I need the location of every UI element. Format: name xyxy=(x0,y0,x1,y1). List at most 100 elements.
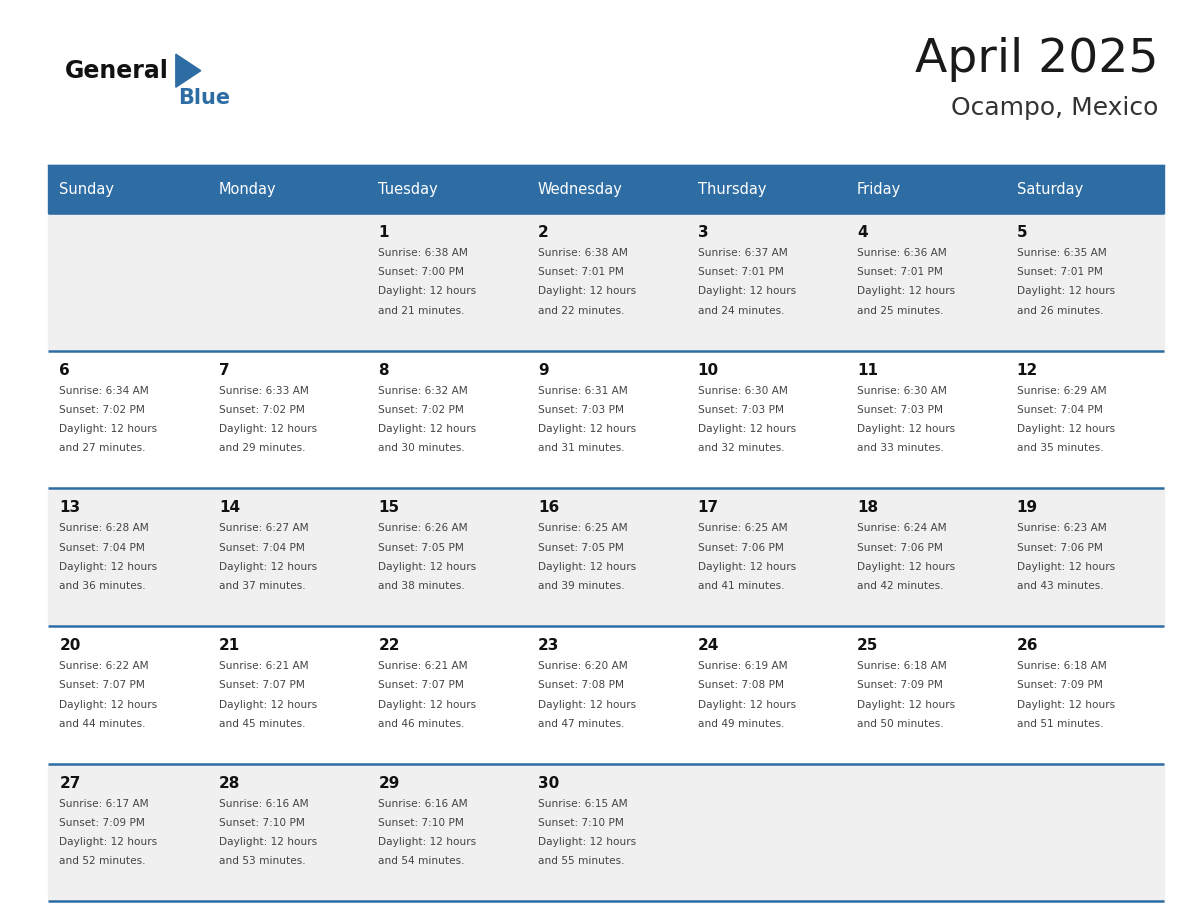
Text: and 31 minutes.: and 31 minutes. xyxy=(538,443,625,453)
Text: Sunset: 7:02 PM: Sunset: 7:02 PM xyxy=(219,405,305,415)
Text: 3: 3 xyxy=(697,225,708,240)
Text: Sunrise: 6:35 AM: Sunrise: 6:35 AM xyxy=(1017,248,1106,258)
Text: and 53 minutes.: and 53 minutes. xyxy=(219,856,305,867)
Text: and 43 minutes.: and 43 minutes. xyxy=(1017,581,1104,591)
Text: Sunset: 7:10 PM: Sunset: 7:10 PM xyxy=(538,818,624,828)
Text: Sunset: 7:08 PM: Sunset: 7:08 PM xyxy=(697,680,784,690)
Text: Sunset: 7:01 PM: Sunset: 7:01 PM xyxy=(1017,267,1102,277)
Text: 27: 27 xyxy=(59,776,81,790)
Text: Daylight: 12 hours: Daylight: 12 hours xyxy=(59,837,158,847)
Text: Sunset: 7:04 PM: Sunset: 7:04 PM xyxy=(1017,405,1102,415)
Text: and 54 minutes.: and 54 minutes. xyxy=(379,856,465,867)
Text: Sunrise: 6:36 AM: Sunrise: 6:36 AM xyxy=(857,248,947,258)
Text: Sunrise: 6:32 AM: Sunrise: 6:32 AM xyxy=(379,386,468,396)
Text: Sunrise: 6:21 AM: Sunrise: 6:21 AM xyxy=(379,661,468,671)
Text: Sunrise: 6:18 AM: Sunrise: 6:18 AM xyxy=(1017,661,1106,671)
Text: Daylight: 12 hours: Daylight: 12 hours xyxy=(857,700,955,710)
Text: Daylight: 12 hours: Daylight: 12 hours xyxy=(219,562,317,572)
Text: April 2025: April 2025 xyxy=(915,37,1158,82)
Text: Daylight: 12 hours: Daylight: 12 hours xyxy=(538,424,636,434)
Text: and 45 minutes.: and 45 minutes. xyxy=(219,719,305,729)
Text: Tuesday: Tuesday xyxy=(379,182,438,196)
Text: Sunset: 7:07 PM: Sunset: 7:07 PM xyxy=(379,680,465,690)
Text: 11: 11 xyxy=(857,363,878,377)
Text: and 50 minutes.: and 50 minutes. xyxy=(857,719,943,729)
Text: Saturday: Saturday xyxy=(1017,182,1082,196)
Text: 22: 22 xyxy=(379,638,400,653)
Polygon shape xyxy=(176,54,201,87)
Text: Daylight: 12 hours: Daylight: 12 hours xyxy=(538,562,636,572)
Text: 16: 16 xyxy=(538,500,560,515)
Text: Sunrise: 6:38 AM: Sunrise: 6:38 AM xyxy=(538,248,628,258)
Text: Daylight: 12 hours: Daylight: 12 hours xyxy=(1017,562,1114,572)
Text: 28: 28 xyxy=(219,776,240,790)
Text: Sunset: 7:09 PM: Sunset: 7:09 PM xyxy=(857,680,943,690)
Text: Daylight: 12 hours: Daylight: 12 hours xyxy=(1017,286,1114,297)
Text: and 25 minutes.: and 25 minutes. xyxy=(857,306,943,316)
Text: Sunrise: 6:25 AM: Sunrise: 6:25 AM xyxy=(697,523,788,533)
Text: Friday: Friday xyxy=(857,182,902,196)
Text: and 49 minutes.: and 49 minutes. xyxy=(697,719,784,729)
Text: Sunrise: 6:15 AM: Sunrise: 6:15 AM xyxy=(538,799,627,809)
Text: Sunrise: 6:23 AM: Sunrise: 6:23 AM xyxy=(1017,523,1106,533)
Text: Daylight: 12 hours: Daylight: 12 hours xyxy=(379,424,476,434)
Text: Monday: Monday xyxy=(219,182,277,196)
Text: Sunset: 7:06 PM: Sunset: 7:06 PM xyxy=(857,543,943,553)
Text: and 39 minutes.: and 39 minutes. xyxy=(538,581,625,591)
Text: Sunset: 7:01 PM: Sunset: 7:01 PM xyxy=(697,267,783,277)
Text: 2: 2 xyxy=(538,225,549,240)
Text: and 24 minutes.: and 24 minutes. xyxy=(697,306,784,316)
Text: Daylight: 12 hours: Daylight: 12 hours xyxy=(857,562,955,572)
Text: 14: 14 xyxy=(219,500,240,515)
Text: Daylight: 12 hours: Daylight: 12 hours xyxy=(379,562,476,572)
Text: Sunrise: 6:20 AM: Sunrise: 6:20 AM xyxy=(538,661,627,671)
Text: Sunrise: 6:38 AM: Sunrise: 6:38 AM xyxy=(379,248,468,258)
Text: and 44 minutes.: and 44 minutes. xyxy=(59,719,146,729)
Text: 17: 17 xyxy=(697,500,719,515)
Text: Daylight: 12 hours: Daylight: 12 hours xyxy=(538,700,636,710)
Text: Sunset: 7:06 PM: Sunset: 7:06 PM xyxy=(1017,543,1102,553)
Text: 13: 13 xyxy=(59,500,81,515)
Text: Sunset: 7:09 PM: Sunset: 7:09 PM xyxy=(59,818,145,828)
Text: Thursday: Thursday xyxy=(697,182,766,196)
Text: Sunset: 7:02 PM: Sunset: 7:02 PM xyxy=(59,405,145,415)
Text: Sunrise: 6:16 AM: Sunrise: 6:16 AM xyxy=(219,799,309,809)
Text: 10: 10 xyxy=(697,363,719,377)
Text: Sunrise: 6:26 AM: Sunrise: 6:26 AM xyxy=(379,523,468,533)
Text: Sunrise: 6:16 AM: Sunrise: 6:16 AM xyxy=(379,799,468,809)
Text: Sunrise: 6:31 AM: Sunrise: 6:31 AM xyxy=(538,386,627,396)
Text: Sunrise: 6:30 AM: Sunrise: 6:30 AM xyxy=(857,386,947,396)
Text: Sunrise: 6:21 AM: Sunrise: 6:21 AM xyxy=(219,661,309,671)
Text: 30: 30 xyxy=(538,776,560,790)
Text: Sunset: 7:07 PM: Sunset: 7:07 PM xyxy=(59,680,145,690)
Text: Sunset: 7:10 PM: Sunset: 7:10 PM xyxy=(379,818,465,828)
Text: 5: 5 xyxy=(1017,225,1028,240)
Bar xyxy=(48,626,1164,764)
Text: and 51 minutes.: and 51 minutes. xyxy=(1017,719,1104,729)
Text: and 41 minutes.: and 41 minutes. xyxy=(697,581,784,591)
Text: Daylight: 12 hours: Daylight: 12 hours xyxy=(857,424,955,434)
Text: and 27 minutes.: and 27 minutes. xyxy=(59,443,146,453)
Text: Daylight: 12 hours: Daylight: 12 hours xyxy=(857,286,955,297)
Text: 4: 4 xyxy=(857,225,867,240)
Text: Sunset: 7:07 PM: Sunset: 7:07 PM xyxy=(219,680,305,690)
Bar xyxy=(48,351,1164,488)
Text: Daylight: 12 hours: Daylight: 12 hours xyxy=(59,424,158,434)
Text: and 38 minutes.: and 38 minutes. xyxy=(379,581,466,591)
Text: Sunset: 7:08 PM: Sunset: 7:08 PM xyxy=(538,680,624,690)
Text: Daylight: 12 hours: Daylight: 12 hours xyxy=(219,700,317,710)
Text: General: General xyxy=(65,59,169,83)
Text: and 35 minutes.: and 35 minutes. xyxy=(1017,443,1104,453)
Text: Ocampo, Mexico: Ocampo, Mexico xyxy=(950,96,1158,120)
Text: 20: 20 xyxy=(59,638,81,653)
Text: 12: 12 xyxy=(1017,363,1038,377)
Text: Sunrise: 6:18 AM: Sunrise: 6:18 AM xyxy=(857,661,947,671)
Text: Sunset: 7:00 PM: Sunset: 7:00 PM xyxy=(379,267,465,277)
Text: Daylight: 12 hours: Daylight: 12 hours xyxy=(538,837,636,847)
Text: Sunset: 7:09 PM: Sunset: 7:09 PM xyxy=(1017,680,1102,690)
Text: and 42 minutes.: and 42 minutes. xyxy=(857,581,943,591)
Text: Sunrise: 6:19 AM: Sunrise: 6:19 AM xyxy=(697,661,788,671)
Text: Daylight: 12 hours: Daylight: 12 hours xyxy=(1017,700,1114,710)
Text: Sunrise: 6:27 AM: Sunrise: 6:27 AM xyxy=(219,523,309,533)
Text: Sunset: 7:01 PM: Sunset: 7:01 PM xyxy=(538,267,624,277)
